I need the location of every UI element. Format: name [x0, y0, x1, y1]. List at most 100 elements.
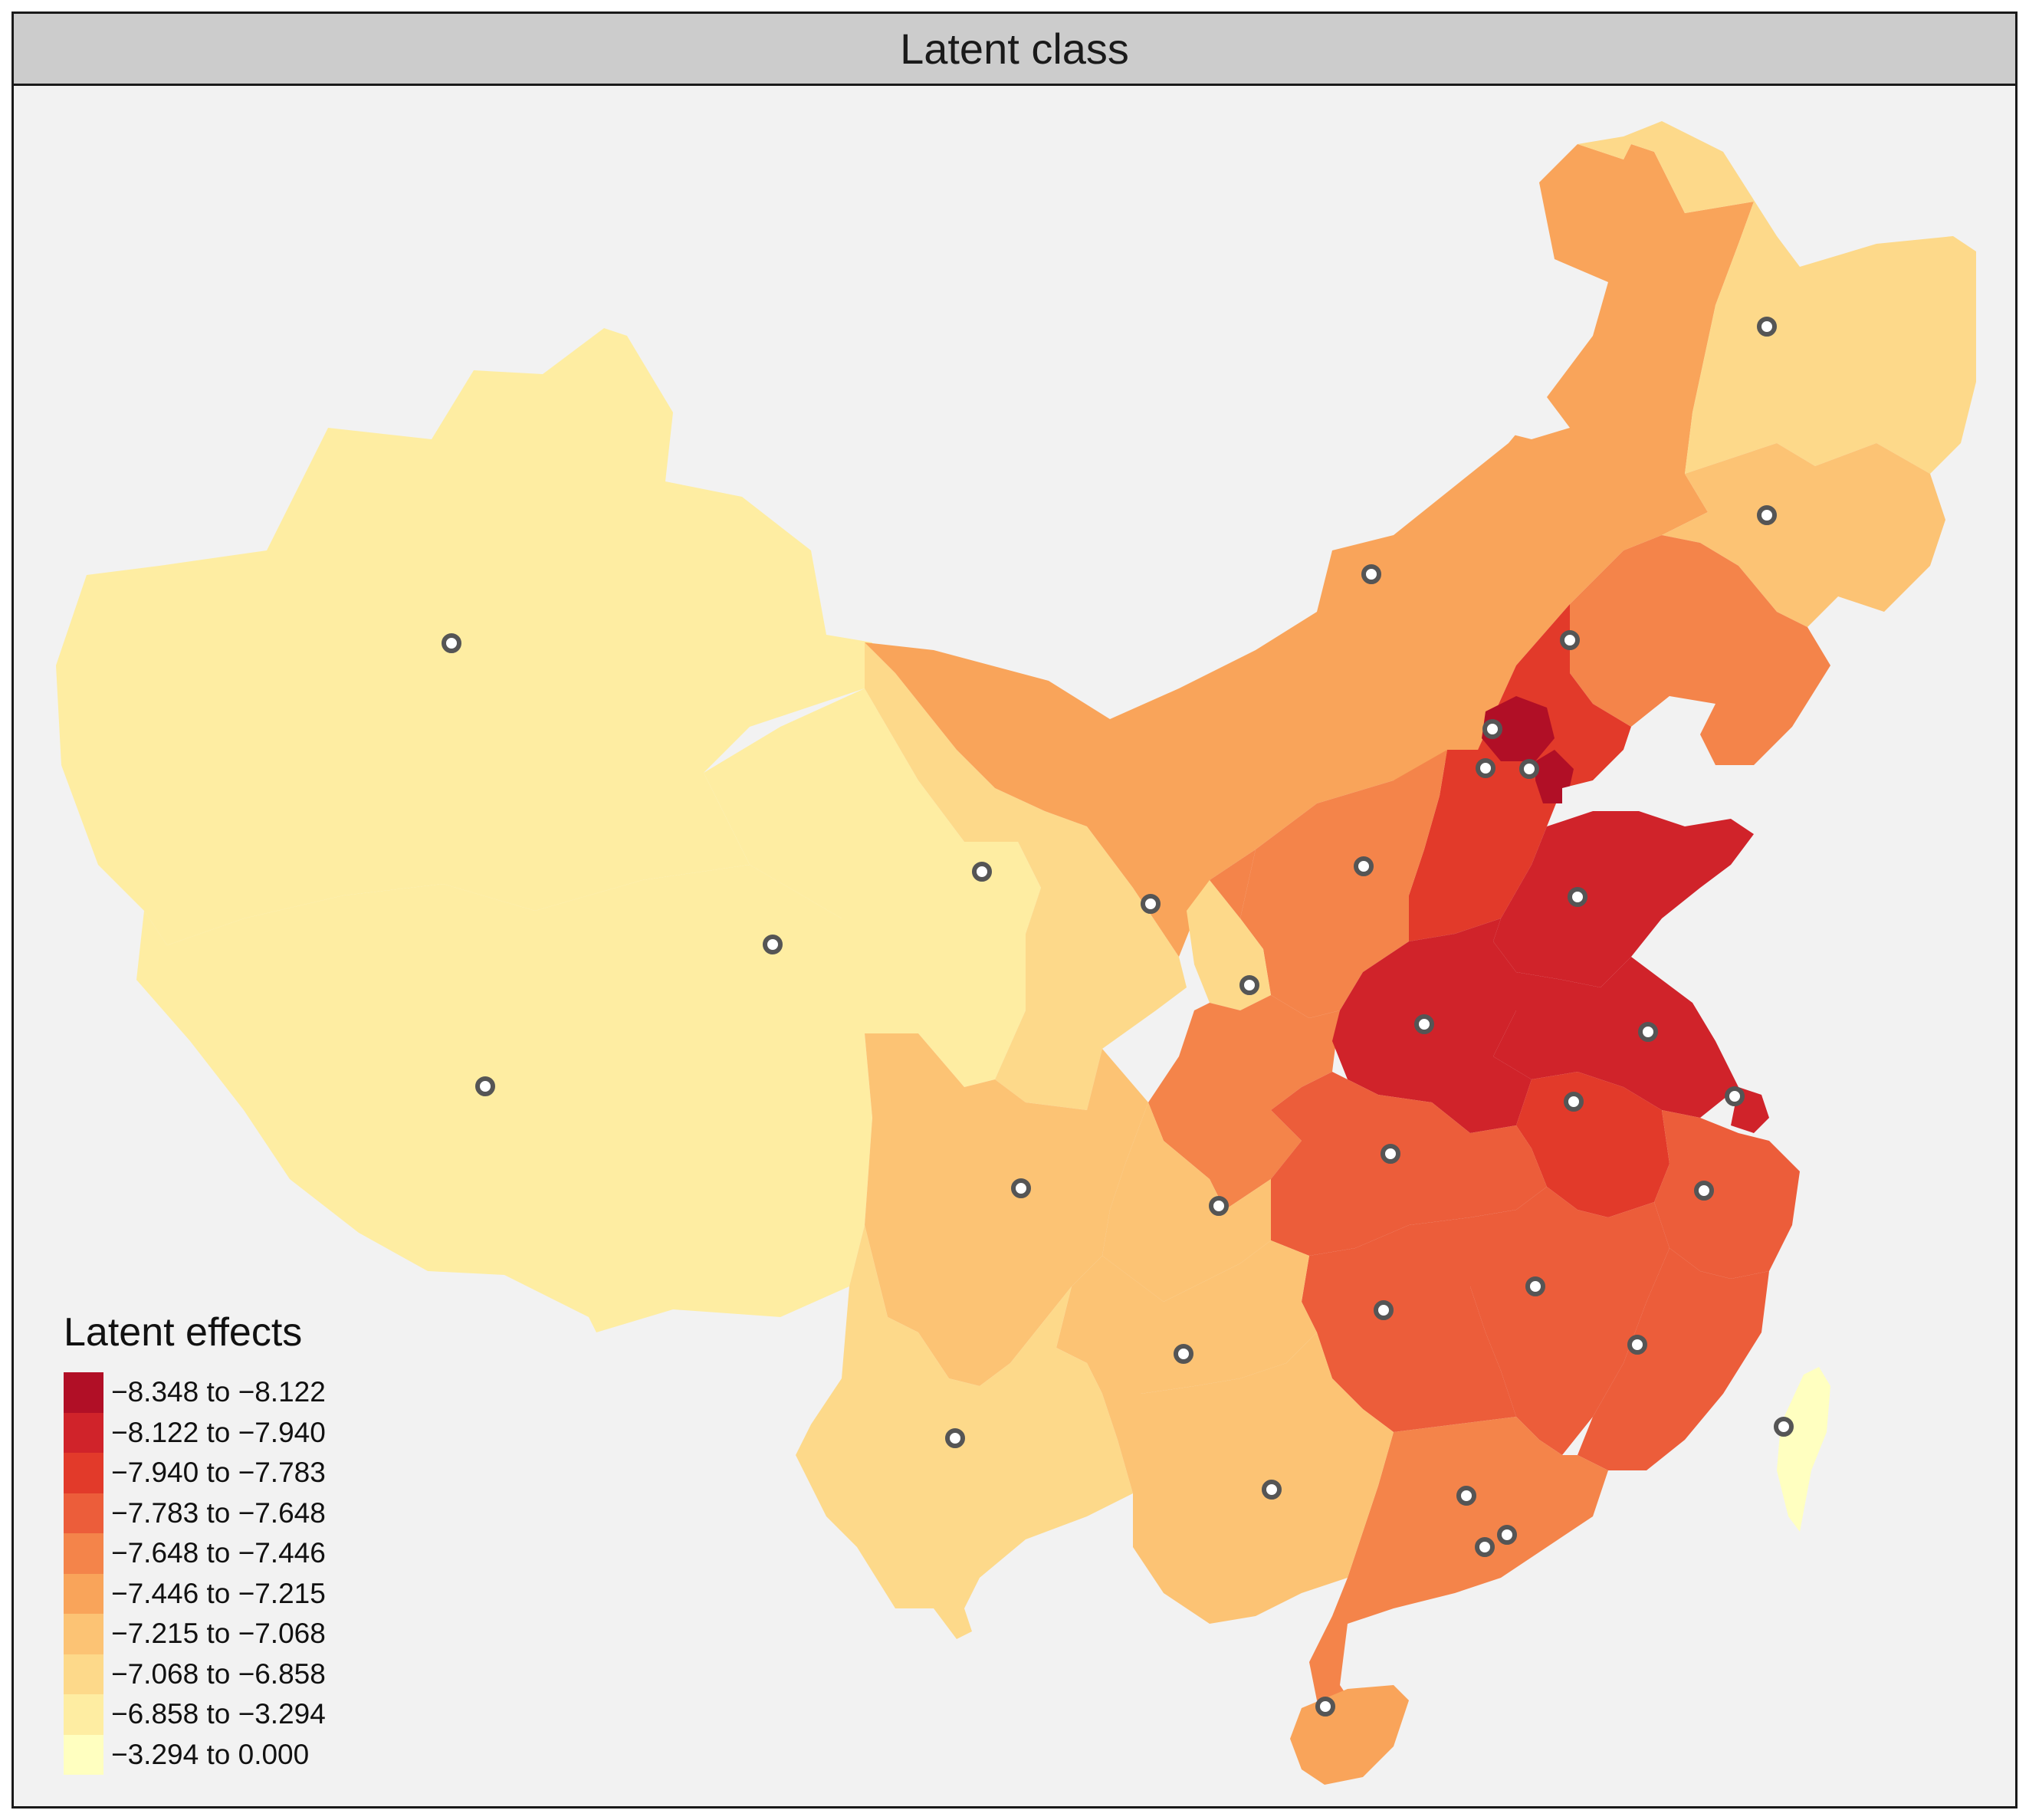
- region-jiangxi[interactable]: [1470, 1187, 1669, 1455]
- capital-marker: [1694, 1181, 1714, 1201]
- capital-marker: [1560, 630, 1580, 650]
- legend: Latent effects −8.348 to −8.122 −8.122 to…: [64, 1309, 326, 1775]
- legend-label: −7.783 to −7.648: [111, 1496, 326, 1529]
- legend-swatch: [64, 1734, 103, 1775]
- legend-swatch: [64, 1573, 103, 1614]
- region-anhui[interactable]: [1516, 1072, 1669, 1217]
- legend-item: −6.858 to −3.294: [64, 1694, 326, 1735]
- legend-label: −7.940 to −7.783: [111, 1457, 326, 1489]
- legend-swatch: [64, 1453, 103, 1493]
- capital-marker: [1774, 1417, 1794, 1437]
- capital-marker: [1315, 1697, 1335, 1717]
- capital-marker: [1354, 856, 1374, 876]
- capital-marker: [1374, 1300, 1394, 1320]
- capital-marker: [1381, 1144, 1400, 1164]
- region-sichuan[interactable]: [842, 1033, 1148, 1386]
- capital-marker: [1475, 1537, 1495, 1557]
- capital-marker: [1757, 317, 1777, 337]
- legend-item: −7.940 to −7.783: [64, 1453, 326, 1493]
- legend-swatch: [64, 1654, 103, 1694]
- region-guangdong[interactable]: [1309, 1417, 1608, 1716]
- capital-markers: [442, 317, 1794, 1717]
- china-map: [56, 121, 1976, 1785]
- legend-swatch: [64, 1533, 103, 1574]
- region-heilongjiang[interactable]: [1578, 121, 1976, 474]
- capital-marker: [945, 1428, 965, 1448]
- capital-marker: [1525, 1276, 1545, 1296]
- capital-marker: [1414, 1014, 1434, 1034]
- legend-label: −7.068 to −6.858: [111, 1657, 326, 1690]
- legend-swatch: [64, 1372, 103, 1413]
- region-jiangsu[interactable]: [1493, 957, 1738, 1118]
- region-xinjiang[interactable]: [56, 328, 872, 945]
- capital-marker: [1476, 758, 1495, 778]
- legend-item: −7.648 to −7.446: [64, 1533, 326, 1574]
- capital-marker: [1141, 894, 1161, 914]
- legend-title: Latent effects: [64, 1310, 303, 1355]
- legend-item: −7.446 to −7.215: [64, 1573, 326, 1614]
- legend-label: −6.858 to −3.294: [111, 1698, 326, 1730]
- capital-marker: [1482, 719, 1502, 739]
- region-shanxi[interactable]: [1240, 750, 1447, 1018]
- capital-marker: [763, 935, 783, 954]
- legend-item: −8.122 to −7.940: [64, 1412, 326, 1453]
- capital-marker: [1568, 887, 1587, 907]
- capital-marker: [1174, 1344, 1193, 1364]
- legend-item: −7.068 to −6.858: [64, 1654, 326, 1694]
- map-panel: Latent class: [11, 11, 2018, 1809]
- capital-marker: [1627, 1335, 1647, 1355]
- legend-swatch: [64, 1694, 103, 1735]
- region-yunnan[interactable]: [796, 1225, 1133, 1639]
- capital-marker: [972, 862, 992, 882]
- legend-item: −8.348 to −8.122: [64, 1372, 326, 1413]
- region-inner-mongolia[interactable]: [865, 144, 1754, 957]
- region-guizhou[interactable]: [1056, 1240, 1317, 1394]
- capital-marker: [1519, 759, 1539, 779]
- region-guangxi[interactable]: [1102, 1332, 1394, 1624]
- legend-item: −3.294 to 0.000: [64, 1734, 326, 1775]
- capital-marker: [1262, 1480, 1282, 1500]
- bohai-sea: [1562, 696, 1700, 815]
- panel-strip: Latent class: [14, 14, 2015, 86]
- legend-swatch: [64, 1493, 103, 1533]
- region-zhejiang[interactable]: [1654, 1110, 1800, 1279]
- region-jilin[interactable]: [1662, 443, 1945, 627]
- capital-marker: [442, 633, 461, 653]
- region-chongqing[interactable]: [1102, 1102, 1271, 1302]
- capital-marker: [1725, 1086, 1745, 1106]
- legend-swatch: [64, 1614, 103, 1654]
- region-shandong[interactable]: [1493, 811, 1754, 987]
- capital-marker: [1209, 1196, 1229, 1216]
- legend-label: −7.446 to −7.215: [111, 1577, 326, 1609]
- legend-swatch: [64, 1412, 103, 1453]
- region-liaoning[interactable]: [1570, 535, 1830, 765]
- region-taiwan[interactable]: [1777, 1367, 1830, 1532]
- legend-label: −7.648 to −7.446: [111, 1537, 326, 1569]
- lake-cutout: [1455, 382, 1570, 439]
- capital-marker: [1497, 1525, 1517, 1545]
- region-qinghai[interactable]: [704, 688, 1041, 1087]
- region-hunan[interactable]: [1302, 1217, 1516, 1432]
- region-hubei[interactable]: [1271, 1072, 1547, 1256]
- capital-marker: [1638, 1022, 1658, 1042]
- panel-title: Latent class: [900, 25, 1129, 73]
- region-hainan[interactable]: [1290, 1685, 1409, 1785]
- region-beijing[interactable]: [1482, 696, 1555, 761]
- capital-marker: [1456, 1486, 1476, 1506]
- capital-marker: [475, 1076, 495, 1096]
- region-gansu[interactable]: [865, 642, 1187, 1110]
- legend-label: −7.215 to −7.068: [111, 1618, 326, 1650]
- capital-marker: [1564, 1092, 1584, 1112]
- region-shaanxi[interactable]: [1148, 849, 1340, 1210]
- legend-label: −8.122 to −7.940: [111, 1416, 326, 1448]
- legend-label: −8.348 to −8.122: [111, 1376, 326, 1408]
- region-fujian[interactable]: [1578, 1248, 1769, 1470]
- capital-marker: [1757, 505, 1777, 525]
- region-tibet[interactable]: [136, 865, 872, 1332]
- capital-marker: [1361, 564, 1381, 584]
- capital-marker: [1011, 1178, 1031, 1198]
- capital-marker: [1239, 975, 1259, 995]
- legend-items: −8.348 to −8.122 −8.122 to −7.940 −7.940 t…: [64, 1372, 326, 1775]
- legend-item: −7.215 to −7.068: [64, 1614, 326, 1654]
- legend-item: −7.783 to −7.648: [64, 1493, 326, 1533]
